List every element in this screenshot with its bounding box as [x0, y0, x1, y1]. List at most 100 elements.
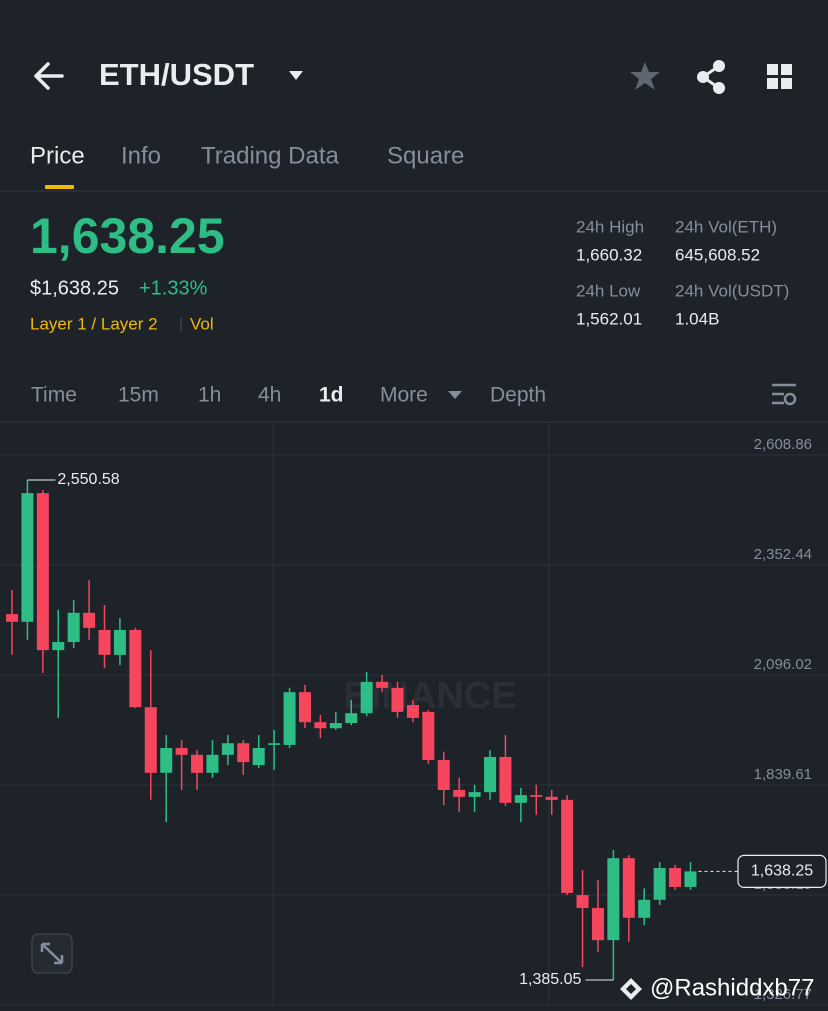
max-label: 2,550.58 — [57, 471, 119, 488]
tag[interactable]: Layer 1 / Layer 2 — [30, 314, 158, 333]
layout-cell[interactable] — [781, 78, 792, 89]
last-price-tag — [737, 854, 827, 888]
stat-label: 24h Low — [576, 281, 641, 300]
candle-body — [422, 711, 435, 760]
interval[interactable]: More — [380, 384, 428, 407]
interval[interactable]: Depth — [490, 384, 546, 407]
candle-body — [160, 747, 173, 773]
credit-logo — [620, 978, 642, 1000]
candle-body — [83, 612, 96, 628]
candle-body — [191, 754, 204, 773]
candle-body — [206, 754, 219, 773]
usd-price: $1,638.25 — [30, 277, 119, 299]
stat-value: 1,660.32 — [576, 245, 642, 264]
candle-body — [237, 743, 250, 763]
stat-label: 24h Vol(ETH) — [675, 217, 777, 236]
candle-body — [622, 858, 635, 918]
candle-body — [329, 723, 342, 729]
y-tick-label: 2,608.86 — [754, 436, 812, 453]
stat-value: 1,562.01 — [576, 309, 642, 328]
tag[interactable]: Vol — [190, 314, 214, 333]
candle-body — [144, 707, 157, 773]
y-tick-label: 1,839.61 — [754, 766, 812, 783]
candle-body — [468, 792, 481, 797]
share-button[interactable] — [697, 60, 725, 94]
candle-body — [298, 692, 311, 723]
stat-label: 24h High — [576, 217, 644, 236]
stat-value: 645,608.52 — [675, 245, 760, 264]
candle-body — [684, 871, 697, 887]
candle-body — [283, 692, 296, 745]
price-change: +1.33% — [139, 277, 208, 299]
candle-body — [453, 789, 466, 797]
tab[interactable]: Info — [121, 142, 161, 169]
chart-settings[interactable] — [772, 383, 797, 406]
candle-body — [576, 895, 589, 908]
y-tick-label: 2,352.44 — [754, 546, 812, 563]
settings-lines[interactable] — [772, 383, 796, 405]
candle-body — [561, 799, 574, 893]
candle-body — [113, 629, 126, 655]
candle-body — [175, 747, 188, 755]
candle-body — [530, 795, 543, 797]
last-price: 1,638.25 — [30, 208, 225, 264]
grid: 2,608.862,352.442,096.021,839.611,583.19… — [0, 436, 828, 1006]
candle-body — [36, 493, 49, 651]
settings-gear[interactable] — [783, 392, 797, 406]
expand-button[interactable] — [31, 933, 73, 974]
candle-body — [67, 612, 80, 642]
credit: @Rashiddxb77 — [650, 974, 814, 1001]
candle-body — [607, 858, 620, 941]
layout-button[interactable] — [767, 64, 792, 89]
candle-body — [98, 629, 111, 655]
tab[interactable]: Square — [387, 142, 464, 169]
annotations: 2,550.58 1,385.05 1,638.25 — [27, 471, 827, 988]
back-button[interactable] — [34, 62, 64, 90]
candle-body — [268, 743, 281, 745]
layout-cell[interactable] — [781, 64, 792, 75]
pair-title[interactable]: ETH/USDT — [99, 57, 254, 92]
interval[interactable]: 1d — [319, 384, 344, 407]
interval[interactable]: 1h — [198, 384, 221, 407]
candle-body — [52, 641, 65, 651]
candle-body — [406, 705, 419, 718]
candle-body — [314, 722, 327, 729]
interval[interactable]: 15m — [118, 384, 159, 407]
candle-body — [638, 899, 651, 918]
candle-body — [499, 756, 512, 803]
candle-body — [252, 747, 265, 766]
favorite-star[interactable] — [630, 62, 660, 90]
layout-cell[interactable] — [767, 78, 778, 89]
candle-body — [376, 681, 389, 688]
candle-body — [591, 907, 604, 941]
y-tick-label: 2,096.02 — [754, 656, 812, 673]
candle-body — [484, 756, 497, 793]
candle-body — [345, 713, 358, 724]
y-tick-label: 1,326.77 — [754, 986, 812, 1003]
interval[interactable]: Time — [31, 384, 77, 407]
interval[interactable]: 4h — [258, 384, 281, 407]
stat-label: 24h Vol(USDT) — [675, 281, 789, 300]
tab[interactable]: Trading Data — [201, 142, 340, 169]
candle-body — [21, 493, 34, 622]
back-arrow[interactable] — [34, 62, 64, 90]
candle-body — [514, 795, 527, 803]
layout-cell[interactable] — [767, 64, 778, 75]
tab[interactable]: Price — [30, 142, 85, 169]
expand-icon[interactable] — [40, 942, 64, 965]
candle-body — [545, 796, 558, 800]
candle-body — [437, 759, 450, 790]
candle-body — [391, 687, 404, 712]
share-lines[interactable] — [702, 64, 720, 90]
last-price-label: 1,638.25 — [751, 863, 813, 880]
more-dropdown[interactable] — [448, 391, 462, 399]
candle-body — [653, 868, 666, 900]
stat-value: 1.04B — [675, 309, 719, 328]
candle-body — [221, 743, 234, 755]
candle-body — [6, 614, 18, 622]
min-label: 1,385.05 — [519, 971, 581, 988]
candle-body — [669, 868, 682, 887]
pair-dropdown[interactable] — [289, 71, 303, 80]
